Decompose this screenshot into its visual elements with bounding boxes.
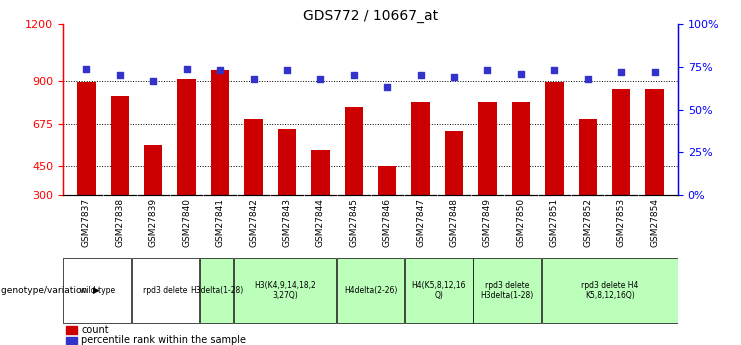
Text: GSM27839: GSM27839: [149, 198, 158, 247]
Bar: [411, 102, 430, 252]
Point: [81, 66, 93, 71]
Bar: [512, 102, 530, 252]
Bar: [177, 79, 196, 252]
Bar: [110, 96, 129, 252]
Text: GSM27841: GSM27841: [216, 198, 225, 247]
Point: [181, 66, 193, 71]
Bar: [445, 131, 463, 252]
Point: [348, 72, 359, 78]
Bar: [77, 82, 96, 252]
Text: GSM27846: GSM27846: [382, 198, 392, 247]
Bar: [378, 166, 396, 252]
Text: GSM27845: GSM27845: [349, 198, 359, 247]
Point: [482, 68, 494, 73]
Text: GSM27849: GSM27849: [483, 198, 492, 247]
Text: GSM27843: GSM27843: [282, 198, 291, 247]
Point: [582, 76, 594, 81]
FancyBboxPatch shape: [473, 258, 541, 323]
Bar: [278, 129, 296, 252]
FancyBboxPatch shape: [234, 258, 336, 323]
Text: GSM27850: GSM27850: [516, 198, 525, 247]
Text: GSM27842: GSM27842: [249, 198, 258, 247]
Point: [114, 72, 126, 78]
FancyBboxPatch shape: [542, 258, 678, 323]
Bar: [345, 107, 363, 252]
Bar: [612, 89, 631, 252]
Text: count: count: [82, 325, 109, 335]
Bar: [66, 326, 77, 334]
Point: [214, 68, 226, 73]
FancyBboxPatch shape: [405, 258, 473, 323]
Point: [147, 78, 159, 83]
Bar: [645, 89, 664, 252]
Text: GSM27851: GSM27851: [550, 198, 559, 247]
Bar: [579, 119, 597, 252]
Title: GDS772 / 10667_at: GDS772 / 10667_at: [303, 9, 438, 23]
Bar: [211, 70, 229, 252]
Text: H4delta(2-26): H4delta(2-26): [344, 286, 397, 295]
Point: [548, 68, 560, 73]
Bar: [311, 150, 330, 252]
Point: [314, 76, 326, 81]
Text: GSM27847: GSM27847: [416, 198, 425, 247]
Text: GSM27853: GSM27853: [617, 198, 625, 247]
Text: GSM27848: GSM27848: [450, 198, 459, 247]
Text: rpd3 delete
H3delta(1-28): rpd3 delete H3delta(1-28): [481, 281, 534, 300]
Text: H4(K5,8,12,16
Q): H4(K5,8,12,16 Q): [411, 281, 466, 300]
FancyBboxPatch shape: [200, 258, 233, 323]
Text: GSM27854: GSM27854: [650, 198, 659, 247]
Bar: [144, 145, 162, 252]
FancyBboxPatch shape: [336, 258, 405, 323]
Point: [515, 71, 527, 77]
Point: [648, 69, 660, 75]
Text: GSM27840: GSM27840: [182, 198, 191, 247]
Text: GSM27837: GSM27837: [82, 198, 91, 247]
Bar: [545, 82, 564, 252]
Text: wild type: wild type: [79, 286, 115, 295]
Point: [281, 68, 293, 73]
Bar: [66, 337, 77, 344]
Point: [415, 72, 427, 78]
Point: [448, 74, 460, 80]
FancyBboxPatch shape: [132, 258, 199, 323]
Text: percentile rank within the sample: percentile rank within the sample: [82, 335, 247, 345]
FancyBboxPatch shape: [63, 258, 131, 323]
Point: [382, 85, 393, 90]
Text: rpd3 delete: rpd3 delete: [143, 286, 187, 295]
Text: H3delta(1-28): H3delta(1-28): [190, 286, 243, 295]
Point: [247, 76, 259, 81]
Text: GSM27838: GSM27838: [116, 198, 124, 247]
Text: rpd3 delete H4
K5,8,12,16Q): rpd3 delete H4 K5,8,12,16Q): [581, 281, 638, 300]
Bar: [245, 119, 263, 252]
Text: genotype/variation  ▶: genotype/variation ▶: [1, 286, 99, 295]
Text: GSM27852: GSM27852: [583, 198, 592, 247]
Text: GSM27844: GSM27844: [316, 198, 325, 247]
Bar: [478, 102, 496, 252]
Point: [615, 69, 627, 75]
Text: H3(K4,9,14,18,2
3,27Q): H3(K4,9,14,18,2 3,27Q): [254, 281, 316, 300]
